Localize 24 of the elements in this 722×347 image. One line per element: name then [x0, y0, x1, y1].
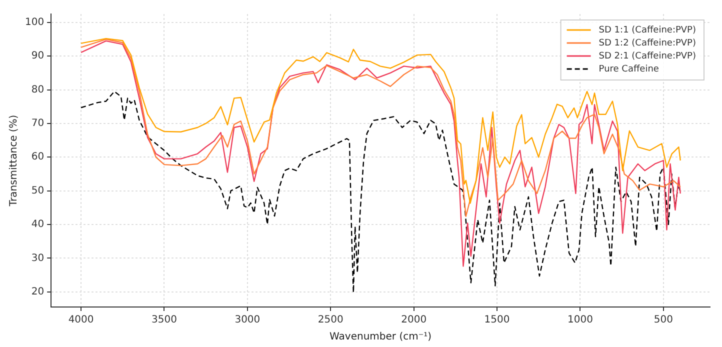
- y-tick-label: 70: [31, 118, 44, 130]
- legend-label: SD 1:2 (Caffeine:PVP): [598, 38, 696, 48]
- y-tick-label: 50: [31, 185, 44, 196]
- x-tick-label: 3000: [234, 314, 260, 326]
- legend-label: SD 1:1 (Caffeine:PVP): [598, 25, 696, 36]
- x-tick-label: 1500: [484, 314, 510, 326]
- x-axis-title: Wavenumber (cm⁻¹): [330, 332, 432, 343]
- y-tick-label: 40: [31, 219, 44, 230]
- y-tick-label: 80: [31, 84, 44, 96]
- x-tick-label: 500: [654, 314, 673, 326]
- y-tick-label: 100: [24, 17, 44, 28]
- y-tick-label: 60: [31, 152, 44, 163]
- y-axis-title: Transmittance (%): [8, 114, 20, 208]
- x-tick-label: 2000: [401, 314, 427, 326]
- line-series: [80, 90, 681, 294]
- x-tick-label: 3500: [152, 314, 177, 326]
- legend-label: Pure Caffeine: [598, 64, 660, 74]
- x-tick-label: 2500: [318, 314, 344, 326]
- x-tick-label: 4000: [68, 314, 94, 326]
- x-tick-label: 1000: [567, 314, 593, 326]
- y-tick-label: 20: [31, 286, 44, 298]
- y-tick-label: 90: [31, 50, 44, 62]
- y-tick-label: 30: [31, 252, 44, 264]
- legend-label: SD 2:1 (Caffeine:PVP): [598, 51, 696, 62]
